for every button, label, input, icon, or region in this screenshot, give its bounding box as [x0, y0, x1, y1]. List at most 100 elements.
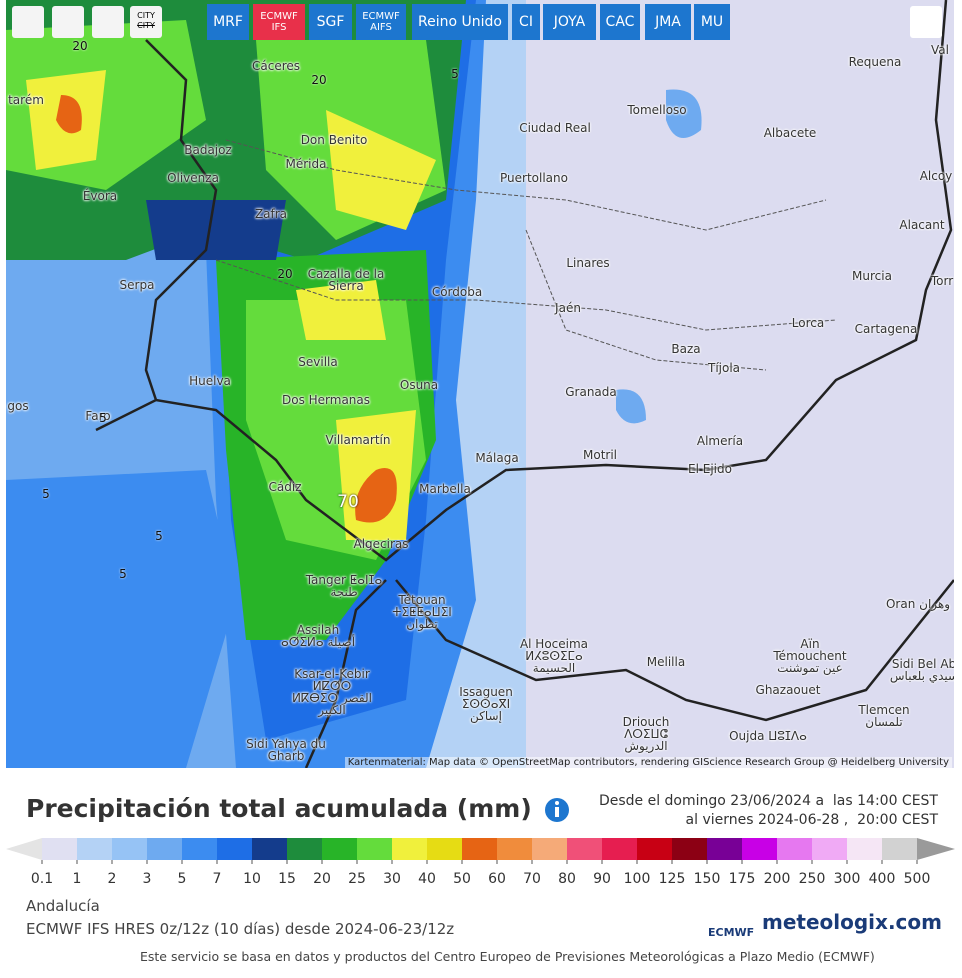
period: Desde el domingo 23/06/2024 a las 14:00 …: [599, 792, 938, 830]
legend: 0.1 1 2 3 5 7 10 15 20 25 30 40 50 60 70 80 90 100 125 150 1…: [6, 838, 955, 887]
model-button[interactable]: SGF: [309, 4, 352, 40]
legend-cell: [357, 838, 392, 860]
contour-label: 70: [337, 492, 359, 512]
place-label: Dos Hermanas: [281, 393, 371, 407]
place-label: Villamartín: [325, 433, 391, 447]
legend-label: 0.1: [31, 871, 53, 887]
model-button[interactable]: Reino Unido: [412, 4, 508, 40]
legend-cell: [532, 838, 567, 860]
legend-cell: [497, 838, 532, 860]
region: Andalucía: [26, 897, 100, 915]
legend-cell: [602, 838, 637, 860]
contour-label: 5: [119, 567, 127, 581]
legend-label: 80: [558, 871, 576, 887]
legend-label: 300: [834, 871, 861, 887]
place-label: Cádiz: [268, 480, 302, 494]
contour-label: 5: [42, 487, 50, 501]
place-label: Lorca: [791, 316, 825, 330]
legend-cell: [707, 838, 742, 860]
place-label: gos: [7, 399, 29, 413]
zoom-button[interactable]: [92, 6, 124, 38]
place-label: Ciudad Real: [519, 121, 591, 135]
legend-cell: [847, 838, 882, 860]
place-label: Puertollano: [500, 171, 568, 185]
place-label: Faro: [85, 409, 111, 423]
place-label: Algeciras: [353, 537, 409, 551]
place-label: Ksar-el-Kebir ⵍⵇⵚⵔ ⵍⴽⴱⵉⵔ القصر الكبير: [292, 667, 372, 717]
model-button[interactable]: ECMWF IFS: [253, 4, 305, 40]
map[interactable]: Cáceres Requena Val tarém Ciudad Real Tomello…: [6, 0, 954, 768]
model-button[interactable]: CI: [512, 4, 540, 40]
legend-label: 100: [624, 871, 651, 887]
legend-below: [6, 838, 42, 860]
place-label: Al Hoceima ⵍⵃⵓⵙⵉⵎⴰ الحسيمة: [519, 637, 589, 675]
model-button[interactable]: JMA: [645, 4, 691, 40]
legend-cell: [742, 838, 777, 860]
contour-label: 20: [72, 39, 88, 53]
place-label: Oujda ⵡⵓⵊⴷⴰ: [729, 729, 807, 743]
contour-label: 20: [277, 267, 293, 281]
share-button[interactable]: [910, 6, 942, 38]
place-label: Motril: [582, 448, 618, 462]
model-button[interactable]: MU: [694, 4, 730, 40]
legend-label: 30: [383, 871, 401, 887]
period-start: Desde el domingo 23/06/2024 a las 14:00 …: [598, 793, 938, 809]
legend-cell: [182, 838, 217, 860]
info-icon[interactable]: [544, 797, 570, 823]
place-label: Murcia: [852, 269, 892, 283]
model-button[interactable]: MRF: [207, 4, 249, 40]
legend-label: 5: [178, 871, 187, 887]
model-button[interactable]: ECMWF AIFS: [356, 4, 406, 40]
place-label: Tanger ⵟⴰⵏⵊⴰ طنجة: [305, 573, 383, 599]
legend-cell: [672, 838, 707, 860]
place-label: Cáceres: [251, 59, 301, 73]
place-label: Don Benito: [300, 133, 368, 147]
place-label: Driouch ⴷⵔⵉⵡⵛ الدريوش: [622, 715, 670, 753]
place-label: Granada: [565, 385, 617, 399]
place-label: Tétouan ⵜⵉⵟⵟⴰⵡⵉⵏ تطوان: [392, 593, 452, 631]
contour-label: 5: [155, 529, 163, 543]
place-label: Málaga: [475, 451, 519, 465]
location-button[interactable]: [52, 6, 84, 38]
legend-label: 90: [593, 871, 611, 887]
legend-label: 1: [73, 871, 82, 887]
model-button[interactable]: JOYA: [543, 4, 596, 40]
place-label: Alcoy: [919, 169, 953, 183]
city-toggle[interactable]: CITY CITY: [130, 6, 162, 38]
ecmwf-logo: ECMWF: [708, 926, 755, 939]
legend-cell: [427, 838, 462, 860]
place-label: Osuna: [399, 378, 439, 392]
contour-label: 5: [451, 67, 459, 81]
place-label: Aïn Témouchent عين تموشنت: [773, 637, 847, 675]
place-label: Cazalla de la Sierra: [307, 267, 385, 293]
legend-label: 40: [418, 871, 436, 887]
place-label: El Ejido: [688, 462, 732, 476]
place-label: Val: [931, 43, 949, 57]
legend-label: 200: [764, 871, 791, 887]
place-label: Serpa: [119, 278, 155, 292]
legend-cell: [77, 838, 112, 860]
period-end: al viernes 2024-06-28 , 20:00 CEST: [685, 812, 938, 828]
place-label: Cartagena: [854, 322, 918, 336]
place-label: Ghazaouet: [755, 683, 821, 697]
legend-cell: [217, 838, 252, 860]
legend-label: 10: [243, 871, 261, 887]
place-label: Sidi Bel Ab سيدي بلعباس: [889, 657, 954, 683]
legend-label: 60: [488, 871, 506, 887]
refresh-button[interactable]: [12, 6, 44, 38]
legend-cell: [462, 838, 497, 860]
place-label: Zafra: [254, 207, 288, 221]
legend-label: 20: [313, 871, 331, 887]
legend-cell: [42, 838, 77, 860]
city-label: CITY: [137, 11, 155, 20]
place-label: Jaén: [555, 301, 581, 315]
place-label: Tlemcen تلمسان: [858, 703, 910, 729]
place-label: Tomelloso: [627, 103, 687, 117]
place-label: tarém: [8, 93, 44, 107]
place-label: Issaguen ⵉⵙⵙⴰⴳⵏ إساكن: [459, 685, 513, 723]
legend-above: [917, 838, 955, 860]
place-label: Albacete: [763, 126, 817, 140]
model-button[interactable]: CAC: [600, 4, 640, 40]
legend-cell: [392, 838, 427, 860]
